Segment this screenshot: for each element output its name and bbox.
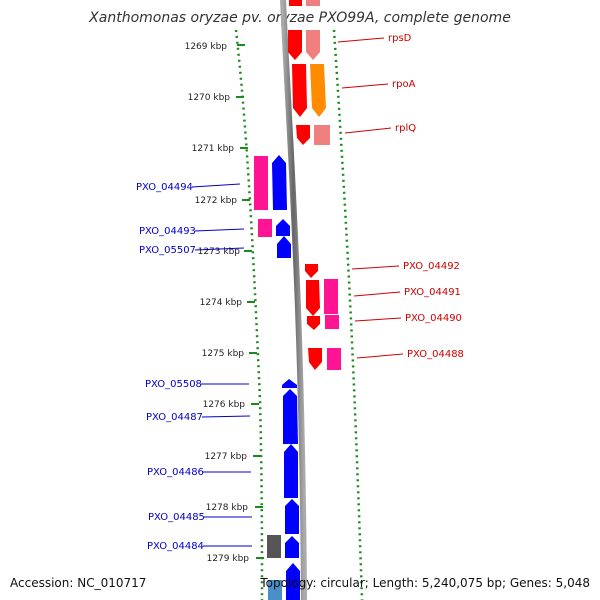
leader-line (194, 247, 245, 251)
genome-backbone (280, 0, 307, 600)
tick-label: 1276 kbp (203, 400, 246, 410)
gene-arrow-rpoA-red[interactable] (292, 64, 307, 117)
gene-label[interactable]: PXO_04488 (407, 349, 464, 360)
gene-arrow-PXO_04493-blue[interactable] (276, 219, 290, 236)
gene-label[interactable]: rpsD (388, 33, 412, 44)
tick-label: 1272 kbp (195, 196, 238, 206)
gene-arrow-PXO_04487[interactable] (283, 389, 298, 444)
gene-label[interactable]: PXO_04487 (146, 412, 203, 423)
gene-arrow-rplQ[interactable] (314, 125, 330, 145)
gene-arrow-PXO_05507[interactable] (277, 236, 291, 258)
gene-features-right (288, 0, 341, 370)
gene-arrow-PXO_04488[interactable] (327, 348, 341, 370)
gene-arrow-PXO_04491-red[interactable] (306, 280, 320, 316)
gene-arrow-rpoA[interactable] (310, 64, 326, 117)
gene-arrow-PXO_04493[interactable] (258, 219, 272, 237)
accession-text: Accession: NC_010717 (10, 576, 147, 590)
map-title: Xanthomonas oryzae pv. oryzae PXO99A, co… (89, 10, 511, 26)
gene-label[interactable]: rpoA (392, 79, 416, 90)
gene-arrow-rpsD[interactable] (288, 30, 302, 60)
left-gene-labels: PXO_04494 PXO_04493 PXO_05507 PXO_05508 … (136, 182, 252, 552)
gene-arrow-bottom-blue[interactable] (286, 563, 300, 600)
tick-label: 1279 kbp (207, 554, 250, 564)
gene-label[interactable]: PXO_04492 (403, 261, 460, 272)
leader-line (344, 127, 392, 134)
gene-arrow-PXO_04490-red[interactable] (307, 316, 320, 330)
gene-arrow-PXO_05508[interactable] (282, 379, 297, 388)
leader-line (191, 183, 241, 188)
gene-arrow-PXO_04485[interactable] (285, 499, 299, 534)
leader-line (356, 353, 404, 359)
leader-line (351, 265, 400, 270)
gene-label[interactable]: PXO_04484 (147, 541, 204, 552)
gene-arrow-PXO_04490[interactable] (325, 315, 339, 329)
gene-label[interactable]: PXO_05508 (145, 379, 202, 390)
gene-label[interactable]: rplQ (395, 123, 416, 134)
leader-line (337, 37, 385, 43)
tick-label: 1278 kbp (206, 503, 249, 513)
tick-label: 1274 kbp (200, 298, 243, 308)
tick-label: 1271 kbp (192, 144, 235, 154)
leader-line (354, 317, 402, 322)
gene-label[interactable]: PXO_04494 (136, 182, 193, 193)
gene-label[interactable]: PXO_04491 (404, 287, 461, 298)
gene-arrow-top-red[interactable] (289, 0, 302, 6)
gene-arrow-PXO_04491[interactable] (324, 279, 338, 314)
gene-arrow-PXO_04494[interactable] (254, 156, 268, 210)
leader-line (341, 83, 389, 89)
tick-label: 1273 kbp (198, 247, 241, 257)
gene-label[interactable]: PXO_04486 (147, 467, 204, 478)
tick-label: 1269 kbp (185, 42, 228, 52)
gene-arrow-bottom-steel[interactable] (268, 580, 282, 600)
kbp-ticks: 1269 kbp 1270 kbp 1271 kbp 1272 kbp 1273… (185, 42, 264, 564)
gene-label[interactable]: PXO_04485 (148, 512, 205, 523)
gene-features-left (254, 155, 300, 600)
tick-label: 1270 kbp (188, 93, 231, 103)
left-guide-line (234, 29, 264, 600)
gene-arrow-PXO_04484-blue[interactable] (285, 536, 299, 558)
topology-text: Topology: circular; Length: 5,240,075 bp… (260, 576, 590, 590)
gene-arrow-PXO_04486[interactable] (284, 444, 298, 498)
right-guide-line (332, 29, 364, 600)
tick-label: 1275 kbp (202, 349, 245, 359)
gene-label[interactable]: PXO_04493 (139, 226, 196, 237)
gene-arrow-PXO_04492[interactable] (305, 264, 318, 278)
gene-arrow-PXO_04494-blue[interactable] (272, 155, 287, 210)
gene-arrow-top-salmon[interactable] (306, 0, 320, 6)
gene-label[interactable]: PXO_04490 (405, 313, 462, 324)
gene-arrow-rplQ-red[interactable] (296, 125, 310, 145)
leader-line (201, 415, 251, 418)
right-gene-labels: rpsD rpoA rplQ PXO_04492 PXO_04491 PXO_0… (337, 33, 464, 360)
leader-line (194, 228, 245, 232)
leader-line (353, 291, 401, 297)
gene-arrow-salmon[interactable] (306, 30, 320, 60)
gene-arrow-PXO_04484[interactable] (267, 535, 281, 558)
gene-arrow-PXO_04488-red[interactable] (308, 348, 322, 370)
tick-label: 1277 kbp (205, 452, 248, 462)
gene-label[interactable]: PXO_05507 (139, 245, 196, 256)
